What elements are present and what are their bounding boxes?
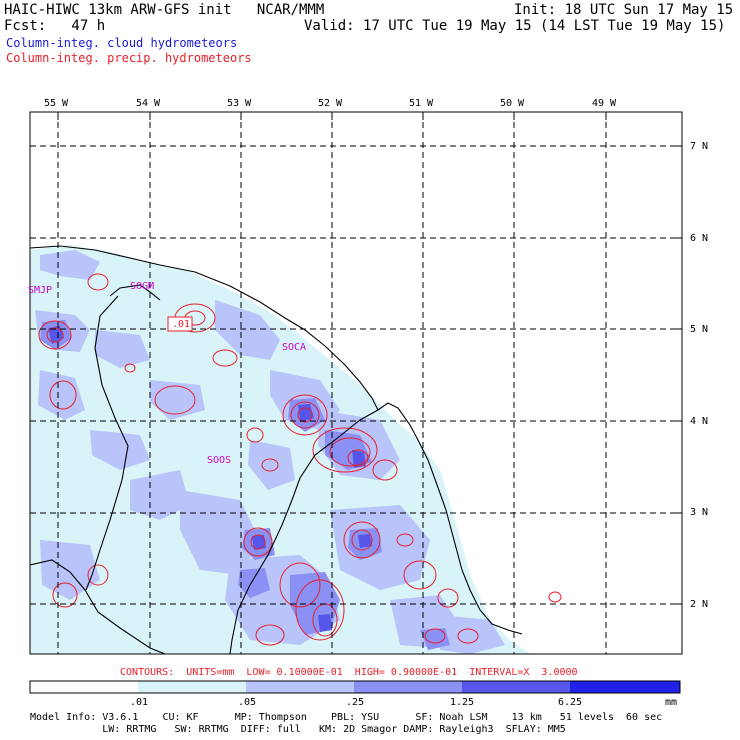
frame-ticks bbox=[57, 112, 682, 605]
coastline bbox=[30, 245, 523, 654]
forecast-hour: Fcst: 47 h bbox=[4, 18, 106, 34]
colorbar-tick: 6.25 bbox=[558, 697, 583, 708]
colorbar-tick: .25 bbox=[346, 697, 365, 708]
lon-label: 51 W bbox=[409, 98, 434, 109]
lon-label: 53 W bbox=[227, 98, 252, 109]
colorbar-tick: 1.25 bbox=[450, 697, 475, 708]
lat-label: 3 N bbox=[690, 507, 709, 518]
precip-contours bbox=[38, 273, 562, 646]
lat-label: 4 N bbox=[690, 416, 709, 427]
init-time: Init: 18 UTC Sun 17 May 15 bbox=[514, 2, 734, 18]
lat-lon-grid bbox=[30, 112, 682, 654]
lat-label: 2 N bbox=[690, 599, 709, 610]
map-frame bbox=[29, 111, 683, 655]
colorbar-frame bbox=[29, 680, 681, 694]
lon-label: 49 W bbox=[592, 98, 617, 109]
model-title: HAIC-HIWC 13km ARW-GFS init NCAR/MMM bbox=[4, 2, 325, 18]
colorbar-segment bbox=[354, 681, 462, 693]
contour-info: CONTOURS: UNITS=mm LOW= 0.10000E-01 HIGH… bbox=[120, 667, 578, 678]
lon-label: 52 W bbox=[318, 98, 343, 109]
lon-label: 54 W bbox=[136, 98, 161, 109]
contour-label: .01 bbox=[172, 319, 191, 330]
lon-label: 50 W bbox=[500, 98, 525, 109]
station-label-soos: SOOS bbox=[207, 455, 232, 466]
colorbar-units: mm bbox=[665, 697, 678, 708]
lat-label: 6 N bbox=[690, 233, 709, 244]
legend-cloud-hydrometeors: Column-integ. cloud hydrometeors bbox=[6, 36, 238, 50]
lat-label: 5 N bbox=[690, 324, 709, 335]
contour-label-box bbox=[167, 316, 193, 332]
model-info-line2: LW: RRTMG SW: RRTMG DIFF: full KM: 2D Sm… bbox=[30, 724, 566, 735]
colorbar-tick: .05 bbox=[238, 697, 257, 708]
colorbar-segment bbox=[30, 681, 138, 693]
colorbar-segment bbox=[570, 681, 680, 693]
colorbar-segment bbox=[246, 681, 354, 693]
station-label-soca: SOCA bbox=[282, 342, 307, 353]
model-info-line1: Model Info: V3.6.1 CU: KF MP: Thompson P… bbox=[30, 712, 663, 723]
lat-label: 7 N bbox=[690, 141, 709, 152]
station-label-smjp: SMJP bbox=[28, 285, 53, 296]
legend-precip-hydrometeors: Column-integ. precip. hydrometeors bbox=[6, 51, 252, 65]
colorbar-segment bbox=[462, 681, 570, 693]
lon-label: 55 W bbox=[44, 98, 69, 109]
valid-time: Valid: 17 UTC Tue 19 May 15 (14 LST Tue … bbox=[304, 18, 726, 34]
station-label-sogm: SOGM bbox=[130, 281, 155, 292]
colorbar-segment bbox=[138, 681, 246, 693]
colorbar-tick: .01 bbox=[130, 697, 149, 708]
